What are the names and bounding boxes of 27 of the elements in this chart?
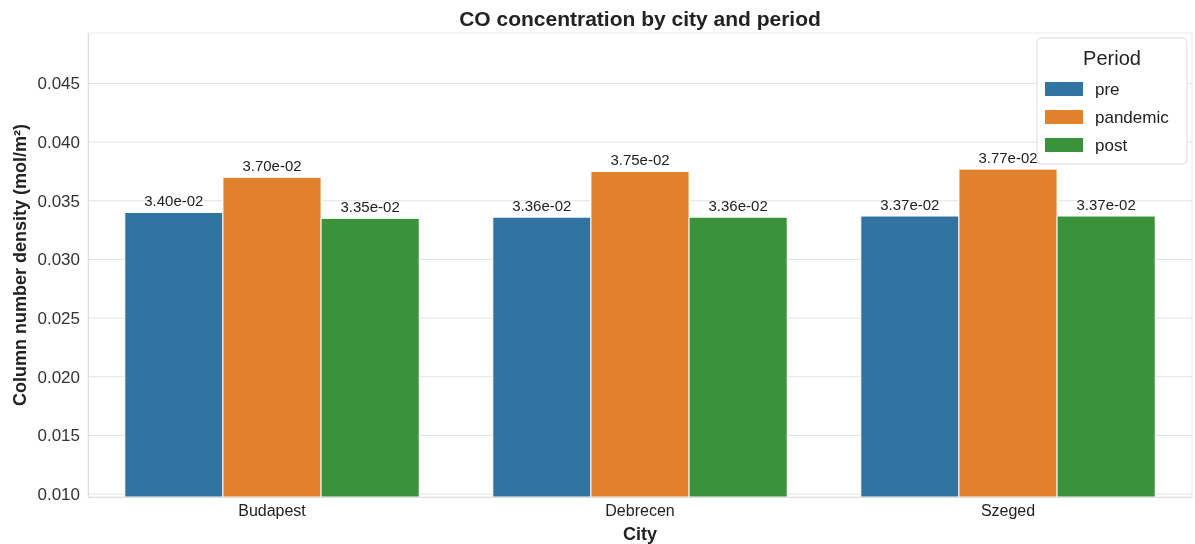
data-label: 3.37e-02	[880, 196, 940, 214]
data-label: 3.37e-02	[1076, 196, 1136, 214]
legend-title: Period	[1083, 47, 1141, 69]
y-axis-title: Column number density (mol/m²)	[10, 123, 30, 407]
legend-label: pandemic	[1095, 108, 1170, 127]
text: 0.025	[37, 309, 80, 329]
chart-title: CO concentration by city and period	[459, 7, 821, 30]
data-label: 3.36e-02	[512, 197, 572, 215]
data-label: 3.77e-02	[978, 149, 1038, 167]
x-axis-title: City	[622, 524, 658, 544]
text: 0.020	[37, 367, 80, 387]
data-label: 3.36e-02	[708, 197, 768, 215]
text: 0.040	[37, 133, 80, 153]
legend-label: post	[1095, 136, 1128, 155]
data-label: 3.35e-02	[340, 198, 400, 216]
data-label: 3.75e-02	[610, 151, 670, 169]
text: 0.035	[37, 191, 80, 211]
text: 0.045	[37, 74, 80, 94]
text: 0.030	[37, 250, 80, 270]
text: 0.010	[37, 485, 80, 505]
text: 0.015	[37, 426, 80, 446]
x-tick-label: Debrecen	[605, 502, 675, 520]
x-tick-label: Szeged	[980, 502, 1036, 520]
data-label: 3.40e-02	[144, 192, 204, 210]
legend-label: pre	[1095, 80, 1120, 99]
x-tick-label: Budapest	[238, 502, 307, 520]
data-label: 3.70e-02	[242, 157, 302, 175]
